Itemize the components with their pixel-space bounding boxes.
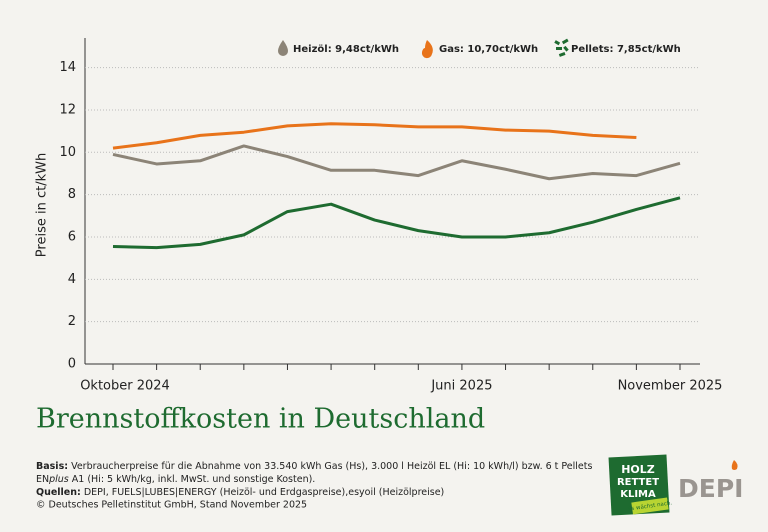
legend-label: Pellets: 7,85ct/kWh (571, 44, 681, 55)
logo-badge (631, 497, 669, 515)
label: Quellen: (36, 487, 81, 498)
y-tick-label: 12 (59, 102, 76, 117)
text: A1 (Hi: 5 kWh/kg, inkl. MwSt. und sonsti… (69, 474, 316, 485)
legend-label: Gas: 10,70ct/kWh (439, 44, 538, 55)
logo-text: KLIMA (620, 489, 656, 500)
series-line (112, 122, 637, 150)
y-tick-label: 4 (68, 272, 76, 287)
text: EN (36, 474, 49, 485)
y-tick-label: 0 (68, 357, 76, 372)
y-tick-label: 2 (68, 314, 76, 329)
x-tick-label: Oktober 2024 (80, 379, 170, 394)
footer-line: Quellen: DEPI, FUELS|LUBES|ENERGY (Heizö… (36, 487, 444, 498)
logo-flame (731, 460, 738, 470)
legend-icon (278, 40, 288, 56)
y-tick-label: 10 (59, 145, 76, 160)
y-axis-label: Preise in ct/kWh (35, 153, 50, 257)
text: DEPI, FUELS|LUBES|ENERGY (Heizöl- und Er… (84, 487, 444, 498)
logo-depi: DEPI (678, 474, 743, 503)
footer-line: © Deutsches Pelletinstitut GmbH, Stand N… (36, 500, 307, 511)
series-line (112, 144, 681, 181)
footer-line: ENplus A1 (Hi: 5 kWh/kg, inkl. MwSt. und… (36, 474, 315, 485)
x-tick-label: November 2025 (618, 379, 723, 394)
footer: Basis: Verbraucherpreise für die Abnahme… (36, 461, 592, 511)
text: plus (48, 474, 69, 485)
logo-text: RETTET (617, 477, 659, 488)
x-tick-label: Juni 2025 (430, 379, 492, 394)
logo-text: HOLZ (621, 463, 655, 476)
series-line (112, 196, 681, 250)
legend-icon (554, 38, 569, 57)
chart-title: Brennstoffkosten in Deutschland (36, 404, 485, 435)
y-tick-label: 14 (59, 60, 76, 75)
legend-label: Heizöl: 9,48ct/kWh (293, 44, 399, 55)
footer-line: Basis: Verbraucherpreise für die Abnahme… (36, 461, 592, 472)
y-tick-label: 6 (68, 229, 76, 244)
logo-holz: HOLZ RETTET KLIMA Es wächst nach. DEPI (608, 454, 743, 516)
y-tick-label: 8 (68, 187, 76, 202)
legend: Heizöl: 9,48ct/kWh Gas: 10,70ct/kWh Pellet… (278, 38, 681, 59)
legend-icon (421, 40, 433, 59)
label: Basis: (36, 461, 68, 472)
text: Verbraucherpreise für die Abnahme von 33… (71, 461, 592, 472)
